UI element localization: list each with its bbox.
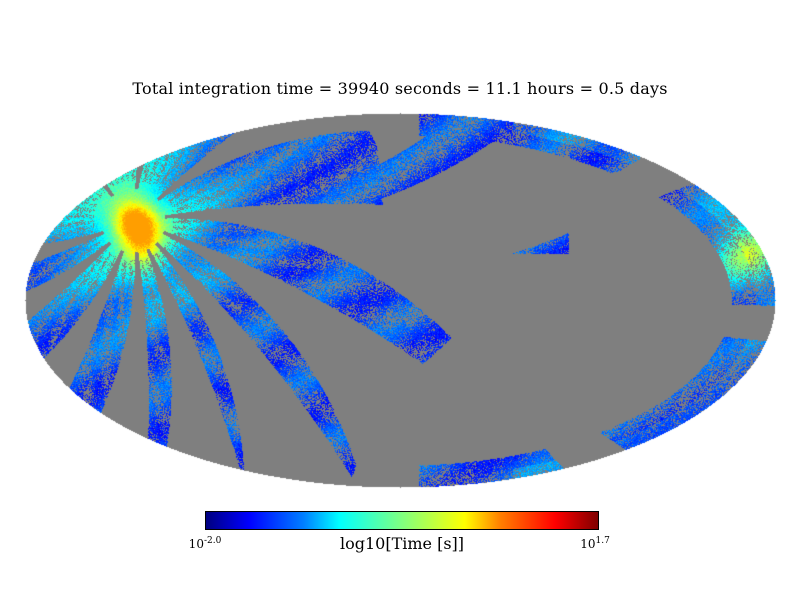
colorbar-tick-min: 10-2.0	[189, 536, 222, 551]
colorbar-gradient	[205, 511, 599, 530]
tick-min-exponent: -2.0	[203, 536, 222, 546]
tick-max-base: 10	[580, 537, 596, 551]
plot-title: Total integration time = 39940 seconds =…	[132, 79, 668, 98]
tick-min-base: 10	[188, 537, 204, 551]
tick-max-exponent: 1.7	[595, 536, 610, 546]
colorbar-tick-max: 101.7	[580, 536, 610, 551]
colorbar-label: log10[Time [s]]	[339, 534, 465, 553]
